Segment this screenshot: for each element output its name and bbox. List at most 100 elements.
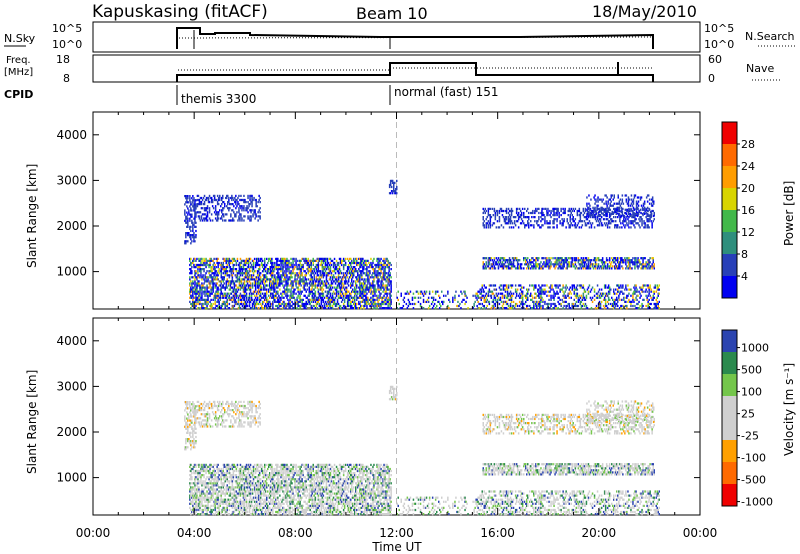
range-gate-cell [216, 290, 218, 293]
range-gate-cell [210, 270, 212, 273]
range-gate-cell [201, 259, 203, 262]
range-gate-cell [337, 280, 340, 283]
range-gate-cell [190, 307, 192, 310]
range-gate-cell [383, 307, 385, 310]
range-gate-cell [276, 272, 278, 275]
range-gate-cell [198, 302, 200, 306]
range-gate-cell [321, 274, 324, 277]
range-gate-cell [531, 265, 533, 268]
range-gate-cell [314, 286, 317, 289]
range-gate-cell [390, 276, 392, 279]
range-gate-cell [606, 218, 609, 221]
range-gate-cell [449, 300, 451, 303]
range-gate-cell [622, 261, 624, 264]
range-gate-cell [332, 270, 335, 273]
range-gate-cell [367, 298, 369, 301]
range-gate-cell [368, 261, 370, 265]
range-gate-cell [544, 220, 546, 223]
range-gate-cell [259, 307, 262, 310]
range-gate-cell [320, 259, 323, 262]
range-gate-cell [238, 270, 241, 273]
range-gate-cell [378, 263, 380, 267]
range-gate-cell [464, 294, 466, 297]
range-gate-cell [313, 270, 315, 273]
range-gate-cell [573, 259, 575, 262]
range-gate-cell [457, 300, 459, 303]
range-gate-cell [190, 290, 192, 293]
range-gate-cell [191, 294, 193, 297]
range-gate-cell [203, 201, 206, 204]
range-gate-cell [488, 207, 491, 210]
range-gate-cell [234, 290, 237, 293]
range-gate-cell [271, 257, 273, 260]
range-gate-cell [377, 284, 379, 287]
range-gate-cell [282, 270, 284, 273]
range-gate-cell [482, 267, 484, 270]
range-gate-cell [380, 268, 382, 271]
range-gate-cell [505, 209, 508, 213]
range-gate-cell [217, 288, 219, 291]
range-gate-cell [291, 266, 293, 269]
range-gate-cell [361, 300, 363, 303]
range-gate-cell [567, 257, 569, 260]
range-gate-cell [301, 274, 303, 277]
range-gate-cell [510, 220, 513, 223]
range-gate-cell [246, 280, 249, 283]
range-gate-cell [492, 292, 495, 295]
range-gate-cell [231, 296, 234, 299]
range-gate-cell [383, 278, 385, 281]
range-gate-cell [191, 290, 193, 293]
range-gate-cell [227, 259, 230, 262]
range-gate-cell [205, 261, 207, 265]
range-gate-cell [301, 278, 303, 281]
range-gate-cell [542, 214, 544, 217]
range-gate-cell [225, 257, 227, 260]
range-gate-cell [194, 266, 196, 269]
range-gate-cell [302, 263, 304, 267]
range-gate-cell [528, 224, 530, 227]
range-gate-cell [619, 214, 621, 217]
range-gate-cell [356, 259, 358, 262]
range-gate-cell [362, 270, 364, 273]
range-gate-cell [256, 263, 259, 267]
range-gate-cell [191, 302, 193, 306]
range-gate-cell [354, 286, 356, 289]
range-gate-cell [250, 274, 253, 277]
range-gate-cell [543, 290, 545, 293]
range-gate-cell [598, 207, 601, 210]
range-gate-cell [517, 211, 520, 215]
range-gate-cell [549, 220, 551, 223]
range-gate-cell [288, 278, 290, 281]
range-gate-cell [331, 294, 334, 297]
range-gate-cell [386, 307, 388, 310]
range-gate-cell [512, 216, 515, 219]
range-gate-cell [225, 219, 227, 222]
range-gate-cell [275, 282, 277, 285]
range-gate-cell [356, 302, 358, 306]
range-gate-cell [194, 211, 196, 214]
nsky-right-tick-top: 10^5 [704, 22, 734, 35]
range-gate-cell [354, 307, 356, 310]
range-gate-cell [222, 219, 224, 222]
range-gate-cell [320, 261, 323, 265]
range-gate-cell [460, 307, 462, 310]
range-gate-cell [367, 280, 369, 283]
range-gate-cell [502, 257, 505, 260]
range-gate-cell [417, 296, 420, 299]
range-gate-cell [185, 219, 187, 222]
range-gate-cell [251, 203, 253, 206]
range-gate-cell [316, 257, 319, 260]
range-gate-cell [292, 259, 294, 262]
range-gate-cell [486, 294, 488, 297]
range-gate-cell [390, 300, 392, 303]
range-gate-cell [288, 272, 290, 275]
range-gate-cell [209, 259, 211, 262]
range-gate-cell [515, 267, 518, 270]
range-gate-cell [488, 259, 491, 262]
range-gate-cell [245, 274, 248, 277]
range-gate-cell [602, 261, 605, 264]
range-gate-cell [477, 296, 479, 299]
range-gate-cell [240, 198, 242, 202]
range-gate-cell [258, 209, 260, 212]
range-gate-cell [254, 266, 257, 269]
